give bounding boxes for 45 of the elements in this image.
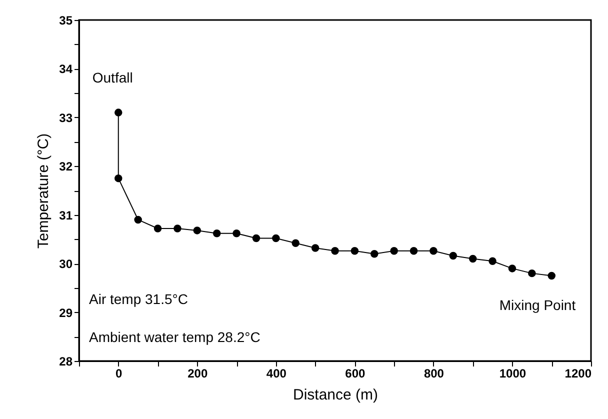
y-tick-label: 33 (59, 110, 73, 125)
point (193, 226, 202, 234)
x-tick-label: 1000 (499, 366, 526, 380)
point (252, 234, 260, 242)
y-tick-label: 32 (59, 160, 73, 174)
x-tick-label: 600 (345, 366, 366, 380)
point (272, 234, 280, 242)
point (154, 224, 162, 232)
point (548, 272, 556, 280)
x-tick-label: 800 (424, 366, 444, 380)
x-axis-title: Distance (m) (292, 386, 378, 404)
point (370, 250, 378, 258)
annotation: Outfall (92, 70, 133, 86)
point (232, 230, 240, 238)
x-tick-label: 1200 (564, 366, 592, 380)
y-axis-title: Temperature (°C) (35, 133, 52, 249)
point (114, 174, 122, 182)
y-tick-label: 35 (59, 14, 73, 28)
annotation: Ambient water temp 28.2°C (89, 329, 260, 345)
x-tick-label: 400 (266, 366, 287, 380)
y-tick-label: 30 (59, 257, 73, 272)
annotation: Mixing Point (499, 296, 576, 313)
y-tick-label: 28 (59, 354, 73, 368)
point (508, 264, 516, 272)
x-tick-label: 0 (116, 366, 123, 380)
point (212, 230, 221, 238)
point (174, 224, 182, 232)
point (350, 247, 359, 255)
point (114, 108, 122, 116)
x-tick-label: 200 (188, 366, 208, 380)
y-tick-label: 31 (59, 208, 73, 222)
point (410, 247, 418, 255)
y-tick-label: 29 (59, 306, 73, 320)
annotation: Air temp 31.5°C (89, 291, 188, 307)
point (390, 247, 398, 255)
point (468, 254, 477, 263)
point (311, 244, 320, 252)
point (292, 239, 300, 247)
point (449, 252, 458, 260)
point (528, 269, 536, 278)
y-tick-label: 34 (59, 62, 73, 76)
point (331, 247, 339, 255)
point (430, 247, 438, 255)
point (134, 216, 142, 224)
point (488, 257, 496, 265)
